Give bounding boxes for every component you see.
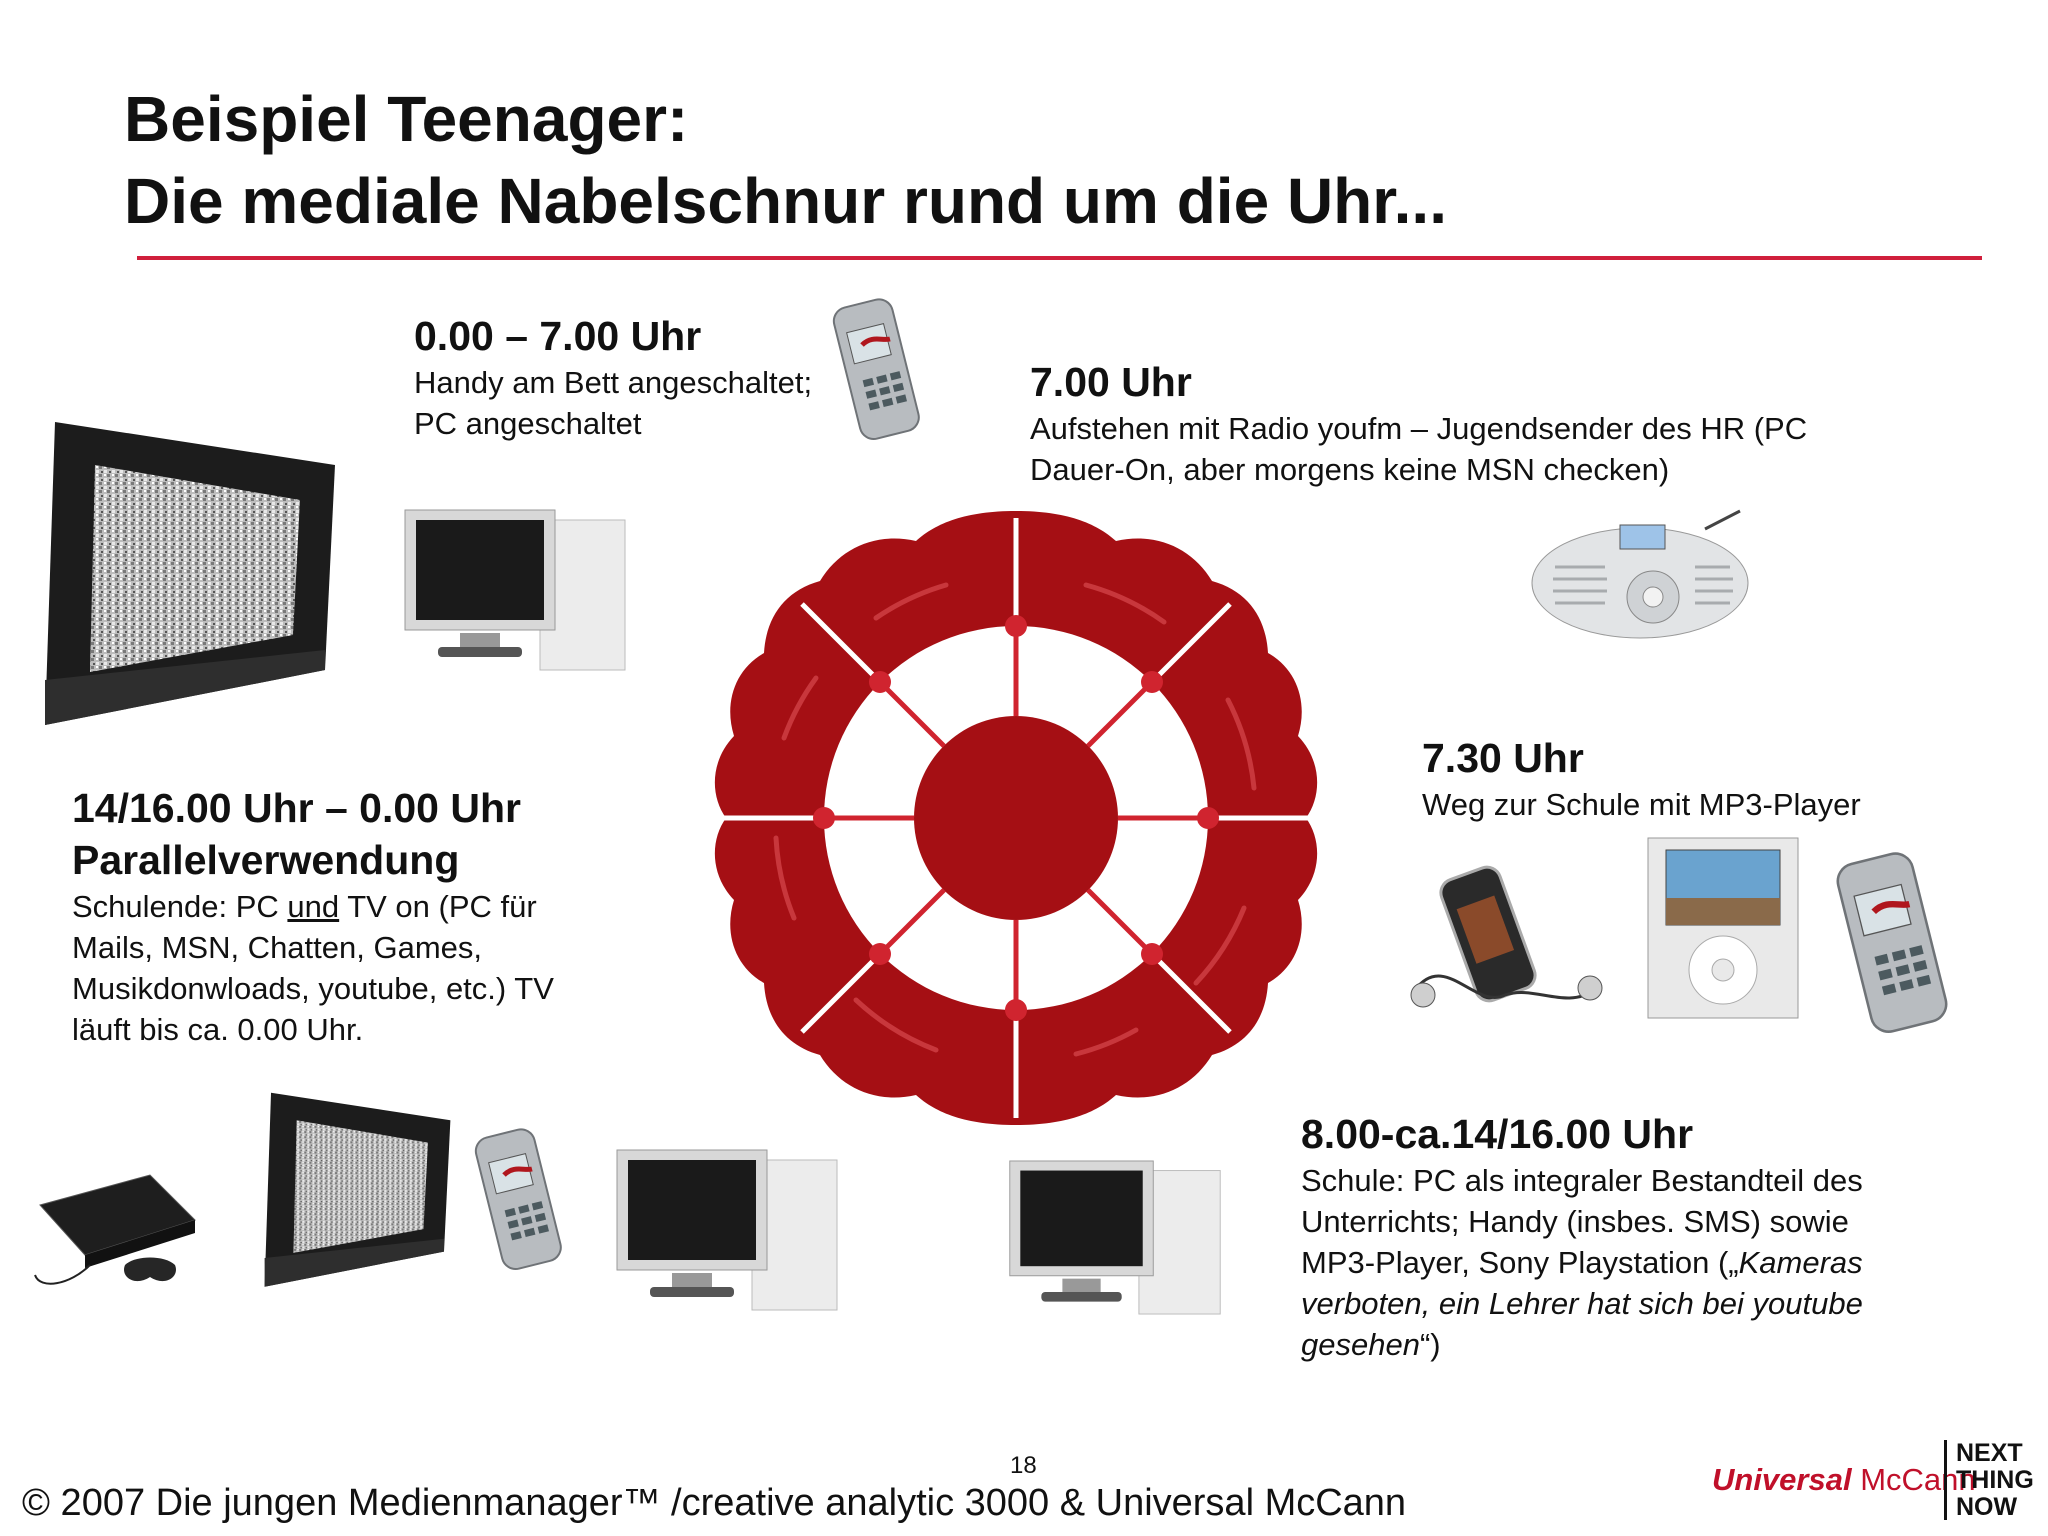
company-logo: Universal McCann NEXT THING NOW [1712,1440,2042,1521]
block-night-heading: 0.00 – 7.00 Uhr [414,313,702,359]
school-text-close: “) [1419,1327,1441,1362]
desktop-pc-evening-image [616,1149,838,1311]
afternoon-text-underlined: und [287,889,340,924]
tagline-line-1: NEXT [1956,1439,2023,1467]
mobile-phone-image [832,298,920,440]
brand-name: Universal McCann [1712,1462,1976,1498]
block-afternoon-line-2: Mails, MSN, Chatten, Games, [72,930,483,965]
block-afternoon-line-4: läuft bis ca. 0.00 Uhr. [72,1012,364,1047]
title-divider [137,256,1982,260]
block-morning-line-1: Aufstehen mit Radio youfm – Jugendsender… [1030,411,1808,446]
block-school-line-3: MP3-Player, Sony Playstation („Kameras [1301,1242,1863,1283]
game-console-image [34,1174,196,1285]
block-afternoon-line-3: Musikdonwloads, youtube, etc.) TV [72,971,554,1006]
block-commute-line-1: Weg zur Schule mit MP3-Player [1422,787,1861,822]
block-morning-heading: 7.00 Uhr [1030,359,1192,405]
block-school-heading: 8.00-ca.14/16.00 Uhr [1301,1111,1694,1157]
block-school-line-4: verboten, ein Lehrer hat sich bei youtub… [1301,1286,1863,1321]
logo-divider [1944,1440,1947,1520]
block-school-line-1: Schule: PC als integraler Bestandteil de… [1301,1163,1863,1198]
block-commute-heading: 7.30 Uhr [1422,735,1584,781]
tagline-line-2: THING [1956,1466,2034,1494]
mobile-phone-evening-image [474,1128,562,1270]
block-night-line-1: Handy am Bett angeschaltet; [414,365,813,400]
block-night: 0.00 – 7.00 Uhr Handy am Bett angeschalt… [414,310,812,444]
block-school-line-5: gesehen“) [1301,1324,1863,1365]
tv-small-image [264,1092,451,1287]
block-morning-line-2: Dauer-On, aber morgens keine MSN checken… [1030,452,1670,487]
brand-tagline: NEXT THING NOW [1956,1440,2034,1521]
block-commute: 7.30 Uhr Weg zur Schule mit MP3-Player [1422,732,1861,825]
afternoon-text-c: TV on (PC für [339,889,537,924]
brand-name-bold: Universal [1712,1462,1852,1497]
desktop-pc-school-image [1009,1160,1221,1315]
block-night-line-2: PC angeschaltet [414,406,642,441]
block-afternoon-line-1: Schulende: PC und TV on (PC für [72,886,554,927]
afternoon-text-a: Schulende: PC [72,889,288,924]
block-afternoon-heading-2: Parallelverwendung [72,837,460,883]
tagline-line-3: NOW [1956,1493,2018,1521]
title-line-1: Beispiel Teenager: [124,83,689,155]
desktop-pc-image [404,509,626,671]
block-school: 8.00-ca.14/16.00 Uhr Schule: PC als inte… [1301,1108,1863,1365]
block-afternoon-heading-1: 14/16.00 Uhr – 0.00 Uhr [72,785,521,831]
tv-large-image [45,422,335,725]
radio-cd-player-image [1531,509,1749,639]
school-quote-end: gesehen [1301,1327,1420,1362]
copyright-notice: © 2007 Die jungen Medienmanager™ /creati… [22,1482,1407,1524]
ipod-image [1647,837,1799,1019]
block-afternoon: 14/16.00 Uhr – 0.00 Uhr Parallelverwendu… [72,782,554,1050]
title-line-2: Die mediale Nabelschnur rund um die Uhr.… [124,165,1447,237]
school-text-a: MP3-Player, Sony Playstation („ [1301,1245,1739,1280]
mp3-player-headphones-image [1410,865,1603,1008]
page-number: 18 [1010,1452,1037,1479]
slide-title: Beispiel Teenager: Die mediale Nabelschn… [124,78,1447,242]
mobile-phone-commute-image [1836,852,1948,1033]
brand-name-regular: McCann [1851,1462,1976,1497]
block-morning: 7.00 Uhr Aufstehen mit Radio youfm – Jug… [1030,356,1807,490]
block-school-line-2: Unterrichts; Handy (insbes. SMS) sowie [1301,1204,1849,1239]
school-quote-start: Kameras [1738,1245,1863,1280]
